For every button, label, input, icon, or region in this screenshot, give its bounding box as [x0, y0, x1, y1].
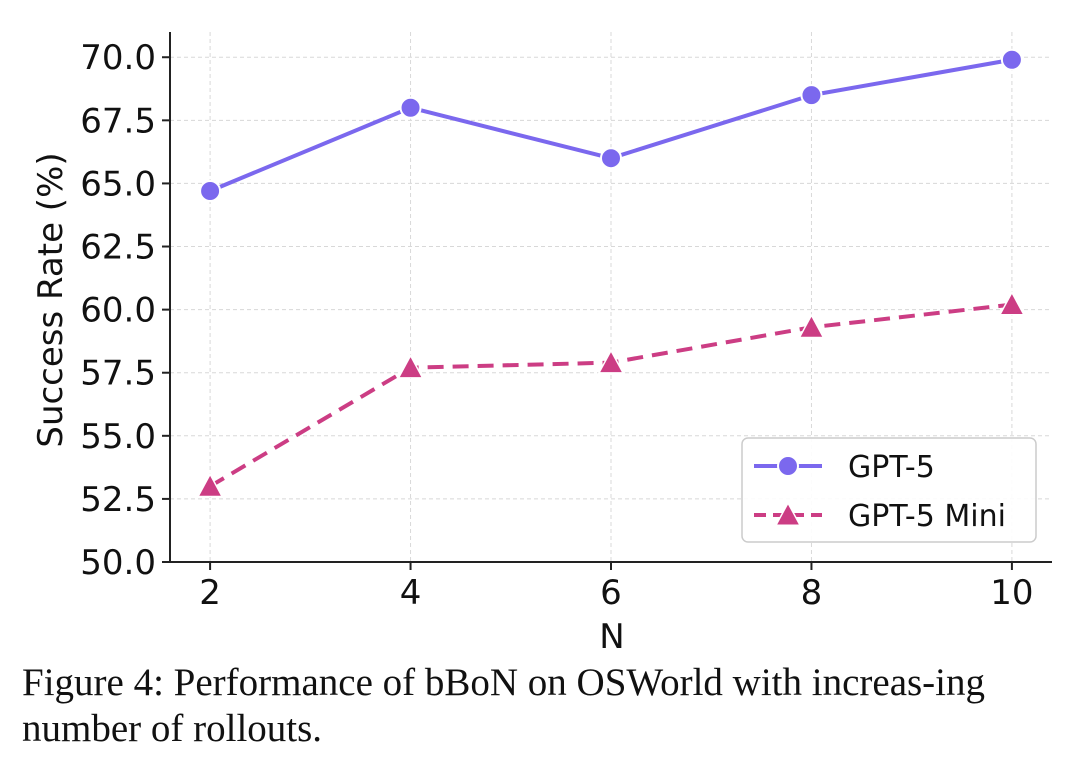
series-2 — [196, 290, 1026, 498]
data-point — [800, 84, 823, 107]
legend-swatch-marker — [774, 501, 802, 526]
data-point — [798, 313, 825, 339]
y-tick-label: 52.5 — [80, 480, 156, 520]
data-point — [600, 147, 622, 170]
data-point — [597, 349, 625, 374]
y-tick-label: 57.5 — [80, 354, 156, 394]
y-tick-label: 65.0 — [80, 164, 156, 204]
y-tick-label: 60.0 — [80, 291, 156, 331]
x-tick-label: 10 — [990, 573, 1033, 613]
y-tick-label: 67.5 — [80, 101, 156, 141]
legend-label: GPT-5 — [848, 450, 935, 485]
x-tick-label: 2 — [199, 573, 221, 613]
y-tick-label: 55.0 — [80, 417, 156, 457]
x-tick-label: 8 — [801, 573, 823, 613]
figure-caption: Figure 4: Performance of bBoN on OSWorld… — [22, 661, 986, 750]
data-point — [199, 180, 222, 202]
series-1 — [199, 48, 1023, 202]
data-point — [196, 472, 224, 498]
x-axis-label: N — [599, 617, 624, 657]
data-point — [399, 96, 422, 119]
y-ticks: 50.0 52.5 55.0 57.5 60.0 62.5 65.0 67.5 70.0 — [80, 38, 170, 583]
data-point — [998, 290, 1026, 316]
x-tick-label: 6 — [600, 573, 622, 613]
x-tick-label: 4 — [400, 573, 422, 613]
y-tick-label: 62.5 — [80, 228, 156, 268]
data-point — [1000, 48, 1023, 71]
data-series — [196, 48, 1026, 498]
data-point — [397, 354, 424, 379]
legend-swatch-marker — [777, 455, 799, 477]
x-ticks: 2 4 6 8 10 — [199, 562, 1034, 613]
legend-label: GPT-5 Mini — [848, 499, 1006, 534]
line-chart: 50.0 52.5 55.0 57.5 60.0 62.5 65.0 67.5 70.0 2 4 6… — [31, 32, 1052, 657]
y-tick-label: 70.0 — [80, 38, 156, 78]
legend: GPT-5 GPT-5 Mini — [741, 437, 1037, 543]
y-tick-label: 50.0 — [80, 543, 156, 583]
y-axis-label: Success Rate (%) — [31, 152, 71, 447]
